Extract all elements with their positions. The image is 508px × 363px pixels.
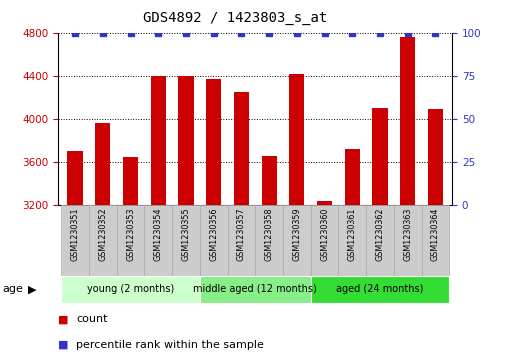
Text: GSM1230357: GSM1230357 [237, 207, 246, 261]
Bar [289, 74, 304, 205]
Text: GSM1230358: GSM1230358 [265, 207, 274, 261]
Bar [123, 157, 138, 205]
Bar [200, 205, 228, 276]
Text: age: age [3, 285, 23, 294]
Text: percentile rank within the sample: percentile rank within the sample [76, 340, 264, 350]
Bar [150, 76, 166, 205]
Bar [228, 205, 256, 276]
Bar [400, 37, 416, 205]
Text: GSM1230351: GSM1230351 [71, 207, 80, 261]
Bar [117, 205, 144, 276]
Bar [144, 205, 172, 276]
Text: GSM1230356: GSM1230356 [209, 207, 218, 261]
Bar [345, 149, 360, 205]
Bar [89, 205, 117, 276]
Bar [372, 108, 388, 205]
Bar [172, 205, 200, 276]
Bar [262, 155, 277, 205]
Text: GSM1230354: GSM1230354 [154, 207, 163, 261]
Text: GDS4892 / 1423803_s_at: GDS4892 / 1423803_s_at [143, 11, 328, 25]
Text: GSM1230362: GSM1230362 [375, 207, 385, 261]
Bar [428, 109, 443, 205]
Text: GSM1230364: GSM1230364 [431, 207, 440, 261]
Bar [338, 205, 366, 276]
Bar [366, 205, 394, 276]
Text: GSM1230355: GSM1230355 [181, 207, 190, 261]
Text: GSM1230361: GSM1230361 [348, 207, 357, 261]
Bar [311, 276, 450, 303]
Text: GSM1230353: GSM1230353 [126, 207, 135, 261]
Bar [256, 205, 283, 276]
Text: GSM1230360: GSM1230360 [320, 207, 329, 261]
Text: aged (24 months): aged (24 months) [336, 285, 424, 294]
Bar [61, 276, 200, 303]
Bar [178, 76, 194, 205]
Text: GSM1230363: GSM1230363 [403, 207, 412, 261]
Text: ■: ■ [58, 314, 69, 325]
Text: ▶: ▶ [28, 285, 37, 294]
Bar [317, 201, 332, 205]
Text: middle aged (12 months): middle aged (12 months) [194, 285, 317, 294]
Text: GSM1230352: GSM1230352 [98, 207, 107, 261]
Text: count: count [76, 314, 108, 325]
Bar [61, 205, 89, 276]
Text: young (2 months): young (2 months) [87, 285, 174, 294]
Text: GSM1230359: GSM1230359 [293, 207, 301, 261]
Bar [311, 205, 338, 276]
Bar [394, 205, 422, 276]
Bar [68, 151, 83, 205]
Text: ■: ■ [58, 340, 69, 350]
Bar [283, 205, 311, 276]
Bar [206, 79, 221, 205]
Bar [422, 205, 450, 276]
Bar [234, 92, 249, 205]
Bar [200, 276, 311, 303]
Bar [95, 123, 110, 205]
